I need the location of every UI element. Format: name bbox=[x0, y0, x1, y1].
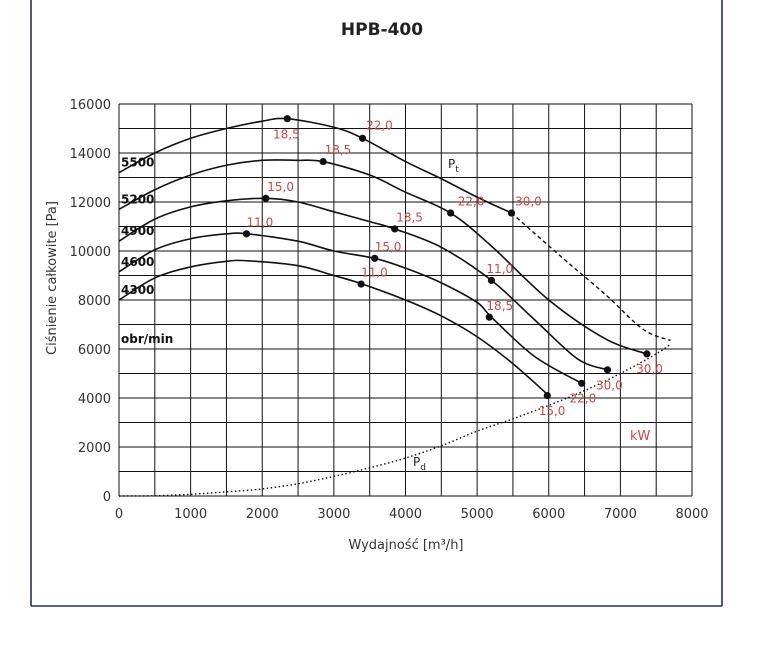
power-label: 15,0 bbox=[267, 180, 294, 194]
x-tick-label: 5000 bbox=[461, 507, 494, 522]
speed-label-5200: 5200 bbox=[121, 192, 154, 206]
operating-point-marker bbox=[487, 276, 496, 284]
power-label: 30,0 bbox=[515, 195, 542, 209]
y-tick-label: 0 bbox=[103, 490, 111, 505]
chart-title: HPB-400 bbox=[341, 20, 423, 40]
power-label: 22,0 bbox=[366, 119, 393, 133]
power-label: 11,0 bbox=[486, 262, 513, 276]
x-tick-label: 0 bbox=[115, 507, 123, 522]
x-tick-label: 7000 bbox=[604, 507, 637, 522]
total-pressure-label: Pt bbox=[448, 157, 459, 175]
power-label: 22,0 bbox=[458, 195, 485, 209]
speed-curve-4300 bbox=[118, 259, 550, 397]
operating-point-marker bbox=[319, 157, 327, 166]
grid-layer bbox=[118, 103, 693, 497]
speed-label-5500: 5500 bbox=[121, 156, 154, 170]
y-tick-label: 14000 bbox=[70, 147, 111, 162]
y-tick-label: 10000 bbox=[70, 245, 111, 260]
operating-point-marker bbox=[578, 379, 586, 387]
operating-point-marker bbox=[485, 313, 493, 321]
x-tick-label: 1000 bbox=[174, 507, 207, 522]
operating-point-marker bbox=[262, 194, 270, 202]
total-pressure-sub: t bbox=[455, 165, 459, 175]
operating-point-marker bbox=[543, 391, 551, 400]
x-tick-label: 3000 bbox=[317, 507, 350, 522]
operating-point-marker bbox=[242, 230, 251, 238]
power-label: 18,5 bbox=[273, 127, 300, 141]
y-tick-label: 2000 bbox=[78, 441, 111, 456]
power-label: 18,5 bbox=[325, 143, 352, 157]
power-label: 30,0 bbox=[596, 378, 623, 392]
speed-curve-4900 bbox=[118, 197, 608, 371]
power-label: 15,0 bbox=[375, 240, 402, 254]
y-tick-label: 6000 bbox=[78, 343, 111, 358]
operating-point-marker bbox=[447, 209, 455, 217]
tick-layer: 0 1000 2000 3000 4000 5000 6000 7000 8000 0 2000 40… bbox=[70, 98, 709, 522]
speed-curve-5200 bbox=[118, 159, 648, 355]
power-label: 11,0 bbox=[361, 266, 388, 280]
speed-curve-5500 bbox=[118, 117, 512, 214]
max-power-limit-curve bbox=[511, 212, 671, 342]
power-label: 11,0 bbox=[246, 216, 273, 230]
speed-label-4900: 4900 bbox=[121, 224, 154, 238]
operating-point-marker bbox=[358, 134, 367, 142]
operating-point-marker bbox=[391, 225, 399, 233]
x-tick-label: 2000 bbox=[246, 507, 279, 522]
dynamic-pressure-sub: d bbox=[420, 463, 426, 473]
y-tick-label: 12000 bbox=[70, 196, 111, 211]
power-unit-label: kW bbox=[630, 429, 651, 444]
power-label: 18,5 bbox=[396, 211, 423, 225]
speed-unit-label: obr/min bbox=[121, 332, 173, 346]
marker-layer: 18,522,030,018,522,030,015,018,530,011,0… bbox=[242, 115, 663, 418]
operating-point-marker bbox=[507, 209, 516, 217]
curve-layer bbox=[118, 117, 671, 497]
y-tick-label: 8000 bbox=[78, 294, 111, 309]
power-label: 22,0 bbox=[570, 391, 597, 405]
speed-label-4600: 4600 bbox=[121, 255, 154, 269]
operating-point-marker bbox=[357, 280, 365, 288]
dynamic-pressure-label: Pd bbox=[413, 455, 426, 473]
power-label: 30,0 bbox=[636, 362, 663, 376]
x-tick-label: 4000 bbox=[389, 507, 422, 522]
total-pressure-main: P bbox=[448, 157, 455, 171]
y-tick-label: 4000 bbox=[78, 392, 111, 407]
dynamic-pressure-main: P bbox=[413, 455, 420, 469]
y-axis-title: Ciśnienie całkowite [Pa] bbox=[45, 201, 60, 355]
x-tick-label: 6000 bbox=[532, 507, 565, 522]
power-label: 18,5 bbox=[486, 299, 513, 313]
y-tick-label: 16000 bbox=[70, 98, 111, 113]
dynamic-pressure-curve bbox=[118, 343, 671, 497]
operating-point-marker bbox=[643, 350, 651, 358]
rpm-label-layer: 4300 4600 4900 5200 5500 bbox=[121, 156, 154, 297]
speed-label-4300: 4300 bbox=[121, 283, 154, 297]
x-axis-title: Wydajność [m³/h] bbox=[348, 538, 463, 553]
power-label: 15,0 bbox=[539, 404, 566, 418]
operating-point-marker bbox=[603, 366, 612, 374]
operating-point-marker bbox=[371, 254, 379, 262]
x-tick-label: 8000 bbox=[675, 507, 708, 522]
operating-point-marker bbox=[283, 115, 291, 123]
